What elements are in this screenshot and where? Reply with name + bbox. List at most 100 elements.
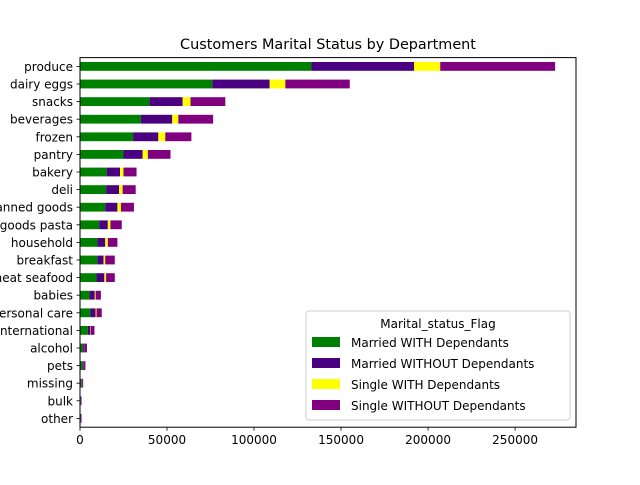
y-tick-label: household [11,236,73,250]
bar-segment-10-2 [105,238,108,247]
x-axis-ticks: 0 50000 100000 150000 200000 250000 [76,427,538,447]
y-axis-ticks: produce dairy eggs snacks beverages frozen pa… [0,60,80,426]
legend-label: Single WITH Dependants [351,378,500,392]
bar-segment-16-1 [83,344,84,353]
x-tick-label: 50000 [148,433,186,447]
bar-segment-6-3 [124,168,137,177]
bar-segment-10-0 [80,238,97,247]
legend-label: Single WITHOUT Dependants [351,399,526,413]
bar-segment-14-0 [80,308,90,317]
y-tick-label: snacks [32,95,73,109]
bar-segment-19-3 [81,396,82,405]
y-tick-label: international [0,324,73,338]
bar-segment-3-3 [178,115,213,124]
bar-segment-4-1 [133,132,158,141]
bar-segment-14-2 [96,308,97,317]
y-tick-label: produce [24,60,73,74]
bar-segment-13-1 [90,291,95,300]
bar-segment-5-2 [143,150,148,159]
bar-segment-12-0 [80,273,97,282]
bar-segment-0-3 [440,62,555,71]
y-tick-label: frozen [35,130,73,144]
bar-segment-7-3 [123,185,136,194]
y-tick-label: personal care [0,306,73,320]
x-tick-label: 200000 [405,433,451,447]
bar-segment-5-0 [80,150,124,159]
bar-segment-4-0 [80,132,133,141]
bar-segment-1-0 [80,80,212,89]
bar-segment-2-2 [183,97,191,106]
bar-segment-17-1 [83,361,84,370]
bar-segment-12-1 [97,273,105,282]
bar-segment-10-3 [108,238,118,247]
legend-label: Married WITH Dependants [351,336,509,350]
y-tick-label: babies [33,289,73,303]
x-tick-label: 150000 [318,433,364,447]
bar-segment-18-3 [82,379,83,388]
bar-segment-6-1 [107,168,120,177]
bar-segment-7-1 [106,185,119,194]
bar-segment-20-3 [81,414,82,423]
bar-segment-14-1 [90,308,95,317]
bar-segment-1-1 [212,80,269,89]
legend-label: Married WITHOUT Dependants [351,357,534,371]
bar-segment-2-0 [80,97,150,106]
x-tick-label: 250000 [492,433,538,447]
y-tick-label: pantry [34,148,73,162]
bar-segment-11-1 [97,256,103,265]
bar-segment-16-3 [85,344,87,353]
bar-segment-17-3 [84,361,86,370]
bar-segment-8-3 [121,203,134,212]
bar-segment-12-2 [104,273,106,282]
bar-segment-7-2 [119,185,122,194]
x-tick-label: 0 [76,433,84,447]
bar-segment-3-2 [172,115,178,124]
bar-segment-8-1 [105,203,117,212]
bar-segment-5-1 [124,150,143,159]
y-tick-label: alcohol [30,342,73,356]
bar-segment-14-3 [97,308,102,317]
y-tick-label: other [41,412,73,426]
legend-title: Marital_status_Flag [380,317,495,331]
bar-segment-0-2 [414,62,440,71]
bar-segment-6-2 [120,168,123,177]
bar-segment-15-2 [90,326,91,335]
bar-segment-3-0 [80,115,141,124]
y-tick-label: dairy eggs [10,78,73,92]
bar-segment-0-1 [311,62,414,71]
x-tick-label: 100000 [231,433,277,447]
bar-segment-5-3 [148,150,171,159]
y-tick-label: dry goods pasta [0,218,73,232]
y-tick-label: missing [27,377,73,391]
y-tick-label: beverages [10,113,73,127]
bar-segment-9-2 [108,220,111,229]
y-tick-label: bulk [47,394,73,408]
bar-segment-15-3 [91,326,94,335]
bar-segment-11-0 [80,256,97,265]
bar-segment-4-3 [165,132,191,141]
legend-swatch [312,337,340,347]
y-tick-label: bakery [32,166,73,180]
bar-segment-13-3 [96,291,101,300]
bar-segment-18-1 [81,379,82,388]
bar-segment-1-2 [270,80,286,89]
bar-segment-11-2 [103,256,105,265]
bar-segment-0-0 [80,62,311,71]
bar-segment-13-2 [95,291,96,300]
bar-segment-2-3 [191,97,226,106]
legend-swatch [312,379,340,389]
y-tick-label: breakfast [16,254,73,268]
bar-segment-2-1 [150,97,183,106]
bar-segment-8-0 [80,203,105,212]
legend-swatch [312,400,340,410]
y-tick-label: canned goods [0,201,73,215]
bar-segment-3-1 [141,115,172,124]
bar-segment-4-2 [158,132,165,141]
y-tick-label: deli [51,183,73,197]
bar-segment-9-1 [99,220,108,229]
bar-segment-12-3 [106,273,115,282]
bar-segment-1-3 [285,80,349,89]
chart-title: Customers Marital Status by Department [180,37,476,53]
